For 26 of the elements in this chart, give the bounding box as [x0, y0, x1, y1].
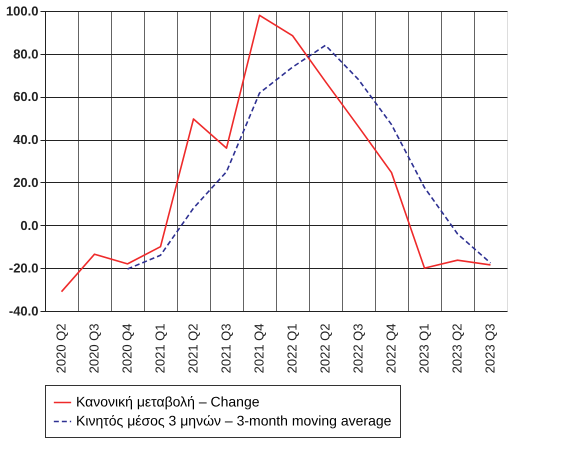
legend-label: Κινητός μέσος 3 μηνών – 3-month moving average [76, 412, 392, 428]
x-tick-label: 2021 Q1 [152, 324, 168, 374]
x-tick-label: 2021 Q4 [252, 324, 266, 374]
x-tick-label: 2022 Q3 [350, 324, 366, 374]
y-tick-label: -40.0 [8, 304, 38, 318]
x-tick-label: 2020 Q4 [120, 324, 134, 374]
x-tick-label: 2022 Q1 [284, 324, 300, 374]
x-tick-label: 2023 Q2 [450, 324, 464, 374]
x-tick-label: 2022 Q4 [384, 324, 398, 374]
x-tick-label: 2021 Q3 [218, 324, 234, 374]
x-tick-label: 2023 Q3 [482, 324, 498, 374]
y-tick-label: 100.0 [6, 4, 38, 18]
x-tick-label: 2020 Q3 [86, 324, 102, 374]
x-tick-label: 2020 Q2 [54, 324, 68, 374]
y-tick-label: 20.0 [13, 174, 38, 190]
legend-label: Κανονική μεταβολή – Change [76, 394, 260, 410]
y-tick-label: 40.0 [13, 132, 38, 148]
line-series [126, 44, 492, 270]
y-tick-label: 80.0 [13, 46, 38, 62]
x-tick-label: 2023 Q1 [416, 324, 432, 374]
y-tick-label: 60.0 [13, 89, 38, 104]
x-tick-label: 2021 Q2 [186, 324, 200, 374]
y-tick-label: -20.0 [8, 260, 38, 276]
x-tick-label: 2022 Q2 [318, 324, 332, 374]
y-tick-label: 0.0 [20, 218, 38, 233]
line-series [60, 14, 492, 293]
